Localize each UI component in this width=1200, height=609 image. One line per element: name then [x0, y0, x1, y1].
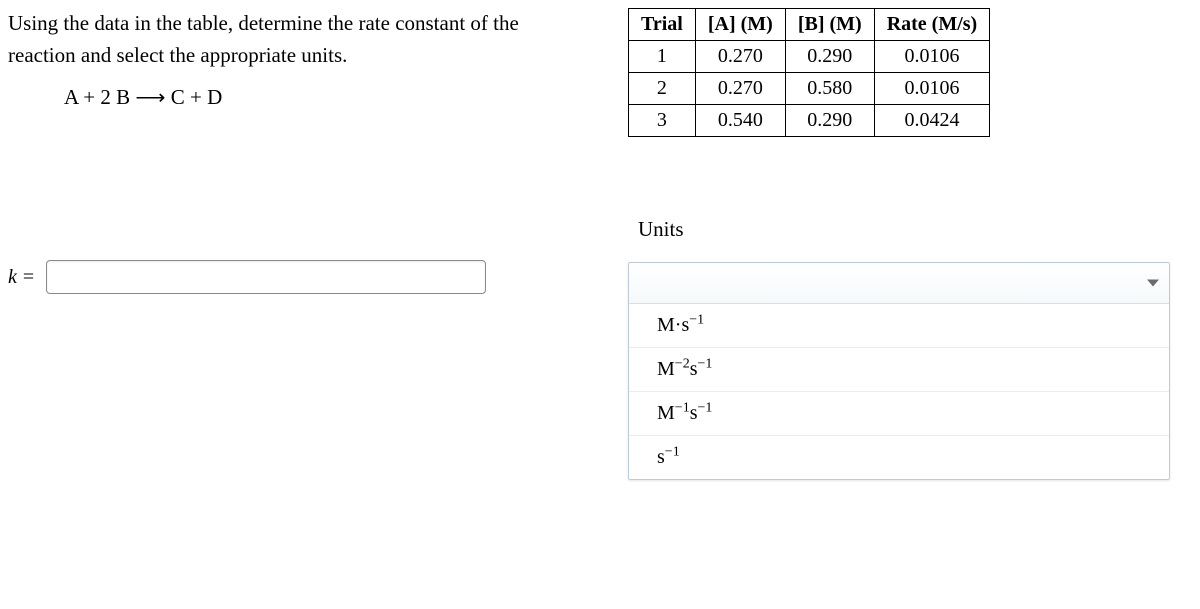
- page-layout: Using the data in the table, determine t…: [8, 8, 1192, 480]
- cell: 0.290: [785, 105, 874, 137]
- cell: 0.270: [695, 73, 785, 105]
- cell: 0.270: [695, 41, 785, 73]
- units-option[interactable]: M−1s−1: [629, 392, 1169, 436]
- units-option[interactable]: M·s−1: [629, 304, 1169, 348]
- k-variable: k: [8, 266, 17, 289]
- col-b: [B] (M): [785, 9, 874, 41]
- cell: 0.0106: [874, 41, 990, 73]
- prompt-line-2: reaction and select the appropriate unit…: [8, 43, 347, 67]
- cell: 0.540: [695, 105, 785, 137]
- units-dropdown-selected[interactable]: [629, 263, 1169, 304]
- right-column: Trial [A] (M) [B] (M) Rate (M/s) 1 0.270…: [628, 8, 1192, 480]
- cell: 3: [629, 105, 696, 137]
- table-header-row: Trial [A] (M) [B] (M) Rate (M/s): [629, 9, 990, 41]
- units-option[interactable]: s−1: [629, 436, 1169, 479]
- k-input-row: k =: [8, 260, 608, 294]
- units-label: Units: [638, 217, 1192, 242]
- left-column: Using the data in the table, determine t…: [8, 8, 608, 480]
- reaction-equation: A + 2 B ⟶ C + D: [64, 85, 608, 110]
- col-a: [A] (M): [695, 9, 785, 41]
- prompt-line-1: Using the data in the table, determine t…: [8, 11, 519, 35]
- units-dropdown[interactable]: M·s−1 M−2s−1 M−1s−1 s−1: [628, 262, 1170, 480]
- col-rate: Rate (M/s): [874, 9, 990, 41]
- cell: 0.580: [785, 73, 874, 105]
- k-equals: =: [23, 266, 34, 289]
- cell: 0.0424: [874, 105, 990, 137]
- cell: 2: [629, 73, 696, 105]
- prompt-text: Using the data in the table, determine t…: [8, 8, 608, 71]
- table-row: 2 0.270 0.580 0.0106: [629, 73, 990, 105]
- table-row: 1 0.270 0.290 0.0106: [629, 41, 990, 73]
- units-option[interactable]: M−2s−1: [629, 348, 1169, 392]
- k-value-input[interactable]: [46, 260, 486, 294]
- rate-data-table: Trial [A] (M) [B] (M) Rate (M/s) 1 0.270…: [628, 8, 990, 137]
- cell: 1: [629, 41, 696, 73]
- cell: 0.290: [785, 41, 874, 73]
- table-row: 3 0.540 0.290 0.0424: [629, 105, 990, 137]
- cell: 0.0106: [874, 73, 990, 105]
- chevron-down-icon: [1147, 280, 1159, 287]
- col-trial: Trial: [629, 9, 696, 41]
